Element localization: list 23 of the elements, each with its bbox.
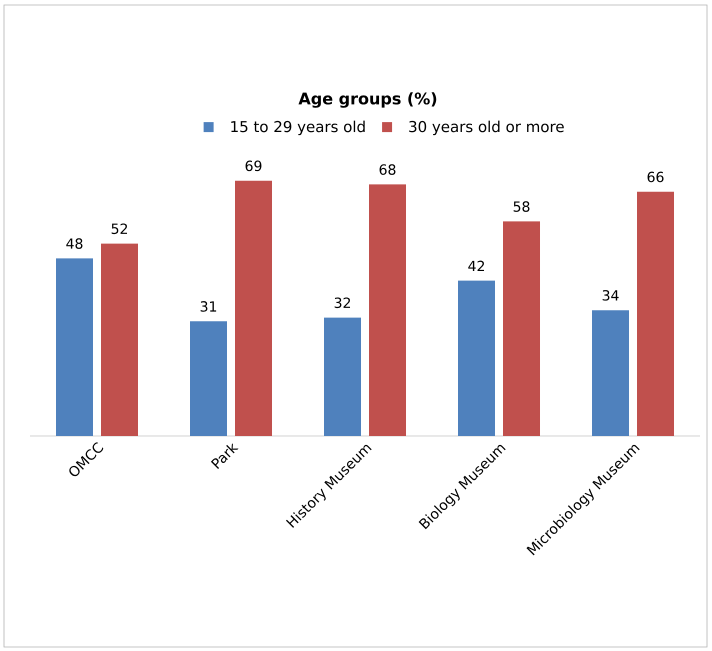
bar (235, 180, 272, 436)
legend-label: 15 to 29 years old (231, 120, 365, 136)
bar (637, 192, 674, 436)
data-label: 52 (112, 223, 128, 234)
data-label: 48 (66, 238, 82, 249)
bar (56, 258, 93, 436)
data-label: 66 (648, 172, 664, 182)
data-label: 34 (602, 290, 619, 301)
data-label: 31 (200, 301, 216, 312)
data-label: 69 (246, 160, 262, 172)
legend-label: 30 years old or more (409, 120, 564, 136)
bar (592, 310, 630, 436)
data-label: 68 (380, 164, 396, 175)
chart-title: Age groups (%) (298, 92, 436, 108)
data-label: 42 (468, 260, 484, 272)
bar (101, 244, 138, 436)
bar (369, 184, 406, 436)
bar (190, 321, 227, 436)
bar (503, 221, 540, 436)
bar (458, 280, 496, 436)
bar (324, 318, 362, 436)
data-label: 58 (514, 201, 530, 212)
data-label: 32 (334, 297, 350, 308)
